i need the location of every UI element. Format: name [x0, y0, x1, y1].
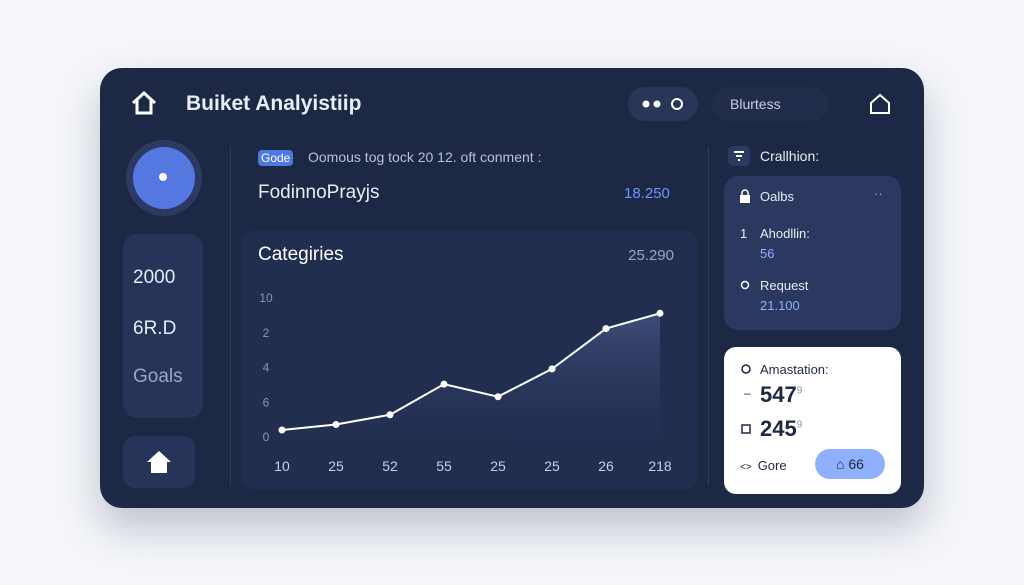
stat-value: 245: [760, 416, 797, 441]
stat-sup: 9: [796, 385, 803, 397]
stat: 2000: [133, 267, 176, 288]
point: [602, 325, 610, 333]
y-tick-label: 10: [259, 291, 273, 305]
point: [440, 380, 448, 388]
stats-panel: [123, 234, 203, 418]
x-tick-label: 25: [490, 458, 506, 474]
feed-value: 18.250: [624, 185, 670, 202]
point: [332, 420, 340, 428]
x-tick-label: 25: [544, 458, 560, 474]
point: [656, 309, 664, 317]
line: [281, 312, 661, 432]
card-link[interactable]: <> Gore: [740, 458, 787, 473]
line-area: [282, 313, 660, 437]
item-icon: [740, 280, 750, 290]
item-label: Request: [760, 278, 809, 293]
home-button[interactable]: [123, 436, 195, 488]
point: [494, 393, 502, 401]
feed-text: Oomous tog tock 20 12. oft conment :: [308, 149, 542, 165]
card-stat: 5479: [760, 382, 802, 408]
more[interactable]: ··: [874, 186, 883, 201]
card-stat: 2459: [760, 416, 802, 442]
sidebar-panel: [724, 176, 901, 330]
y-tick-label: 4: [263, 361, 270, 375]
card-icon: [741, 364, 751, 374]
button-text: 66: [848, 456, 864, 472]
card-title: Amastation:: [760, 362, 829, 377]
y-tick-label: 0: [263, 430, 270, 444]
feed-name: FodinnoPrayjs: [258, 182, 380, 203]
y-tick-label: 2: [263, 326, 270, 340]
y-tick-label: 6: [263, 395, 270, 409]
item-value: 21.100: [760, 298, 800, 313]
progress-dial: [126, 140, 202, 216]
item-label: Ahodllin:: [760, 226, 810, 241]
panel-title: Oalbs: [760, 189, 794, 204]
point: [386, 411, 394, 419]
point: [548, 365, 556, 373]
app-title: Buiket Analyistiip: [186, 92, 362, 115]
toggle-label[interactable]: Blurtess: [712, 87, 828, 121]
bullet: –: [744, 386, 751, 400]
x-tick-label: 10: [274, 458, 290, 474]
chart-value: 25.290: [628, 247, 674, 264]
toggle-dots[interactable]: [628, 87, 698, 121]
stat: 6R.D: [133, 318, 177, 339]
x-tick-label: 26: [598, 458, 614, 474]
point: [278, 426, 286, 434]
x-tick-label: 55: [436, 458, 452, 474]
lock-icon: [740, 189, 750, 203]
tag[interactable]: Gode: [258, 150, 294, 166]
link-text: Gore: [757, 458, 787, 473]
card-icon: [741, 424, 751, 434]
home-outline-icon[interactable]: [868, 92, 892, 116]
divider: [230, 146, 231, 486]
sidebar-title: Crallhion:: [760, 148, 820, 164]
chart: Categiries 25.290 10 2 4 6 0 10 25 52 55 25 25 26 21…: [258, 244, 674, 474]
divider: [708, 146, 709, 486]
stat: Goals: [133, 366, 183, 387]
item-value: 56: [760, 246, 775, 261]
card-button[interactable]: ⌂ 66: [815, 449, 885, 479]
item-index: 1: [740, 226, 748, 241]
filter-icon: [728, 146, 750, 166]
x-tick-label: 52: [382, 458, 398, 474]
x-tick-label: 25: [328, 458, 344, 474]
chart-title: Categiries: [258, 244, 344, 265]
home-icon[interactable]: [130, 90, 158, 116]
stat-sup: 9: [796, 419, 803, 431]
x-tick-label: 218: [648, 458, 672, 474]
stat-value: 547: [760, 382, 797, 407]
